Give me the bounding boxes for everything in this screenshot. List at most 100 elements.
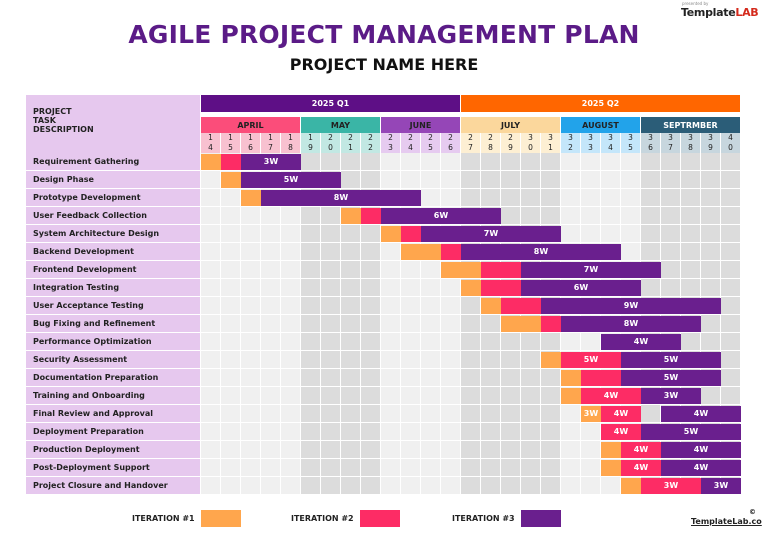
quarter-header: 2025 Q1 bbox=[201, 95, 461, 112]
timeline-cell bbox=[701, 261, 721, 279]
duration-label: 4W bbox=[693, 463, 709, 472]
iteration-3-bar bbox=[241, 172, 341, 188]
timeline-cell bbox=[321, 207, 341, 225]
timeline-cell bbox=[661, 261, 681, 279]
timeline-cell bbox=[401, 405, 421, 423]
iteration-1-bar bbox=[621, 478, 641, 494]
timeline-cell bbox=[321, 441, 341, 459]
duration-label: 5W bbox=[663, 355, 679, 364]
iteration-3-bar bbox=[421, 226, 561, 242]
timeline-cell bbox=[281, 279, 301, 297]
timeline-cell bbox=[401, 297, 421, 315]
timeline-cell bbox=[321, 315, 341, 333]
legend-swatch bbox=[521, 510, 561, 527]
duration-label: 3W bbox=[583, 409, 599, 418]
task-name: Security Assessment bbox=[26, 351, 200, 369]
timeline-cell bbox=[661, 153, 681, 171]
iteration-3-bar bbox=[461, 244, 621, 260]
timeline-cell bbox=[361, 387, 381, 405]
month-header: JULY bbox=[461, 117, 561, 133]
timeline-cell bbox=[381, 279, 401, 297]
iteration-3-bar bbox=[561, 316, 701, 332]
timeline-cell bbox=[201, 171, 221, 189]
timeline-cell bbox=[361, 441, 381, 459]
timeline-cell bbox=[201, 189, 221, 207]
timeline-cell bbox=[721, 171, 741, 189]
timeline-cell bbox=[301, 261, 321, 279]
timeline-cell bbox=[581, 477, 601, 495]
timeline-cell bbox=[481, 405, 501, 423]
timeline-cell bbox=[221, 207, 241, 225]
task-name: Project Closure and Handover bbox=[26, 477, 200, 495]
timeline-cell bbox=[341, 441, 361, 459]
iteration-2-bar bbox=[221, 154, 241, 170]
timeline-cell bbox=[521, 351, 541, 369]
timeline-cell bbox=[261, 243, 281, 261]
timeline-cell bbox=[261, 315, 281, 333]
footer-site-link[interactable]: TemplateLab.co bbox=[691, 517, 762, 526]
timeline-cell bbox=[521, 405, 541, 423]
timeline-cell bbox=[481, 351, 501, 369]
timeline-cell bbox=[241, 333, 261, 351]
legend-swatch bbox=[360, 510, 400, 527]
timeline-cell bbox=[421, 387, 441, 405]
timeline-cell bbox=[341, 477, 361, 495]
task-name: Performance Optimization bbox=[26, 333, 200, 351]
timeline-cell bbox=[281, 225, 301, 243]
duration-label: 5W bbox=[663, 373, 679, 382]
timeline-cell bbox=[221, 423, 241, 441]
timeline-cell bbox=[321, 351, 341, 369]
timeline-cell bbox=[321, 477, 341, 495]
timeline-cell bbox=[381, 243, 401, 261]
timeline-cell bbox=[621, 153, 641, 171]
timeline-cell bbox=[461, 153, 481, 171]
timeline-cell bbox=[361, 225, 381, 243]
timeline-cell bbox=[381, 441, 401, 459]
timeline-cell bbox=[481, 459, 501, 477]
timeline-cell bbox=[321, 333, 341, 351]
task-name: Bug Fixing and Refinement bbox=[26, 315, 200, 333]
timeline-cell bbox=[541, 171, 561, 189]
iteration-2-bar bbox=[361, 208, 381, 224]
timeline-cell bbox=[661, 189, 681, 207]
timeline-cell bbox=[521, 153, 541, 171]
timeline-cell bbox=[201, 279, 221, 297]
timeline-cell bbox=[321, 387, 341, 405]
timeline-cell bbox=[361, 477, 381, 495]
timeline-cell bbox=[341, 351, 361, 369]
timeline-cell bbox=[221, 315, 241, 333]
iteration-3-bar bbox=[521, 262, 661, 278]
timeline-cell bbox=[301, 315, 321, 333]
timeline-cell bbox=[381, 171, 401, 189]
timeline-cell bbox=[681, 279, 701, 297]
timeline-cell bbox=[321, 423, 341, 441]
timeline-cell bbox=[561, 423, 581, 441]
timeline-cell bbox=[241, 405, 261, 423]
timeline-cell bbox=[581, 225, 601, 243]
timeline-cell bbox=[221, 351, 241, 369]
timeline-cell bbox=[401, 333, 421, 351]
timeline-cell bbox=[341, 423, 361, 441]
iteration-3-bar bbox=[241, 154, 301, 170]
duration-label: 4W bbox=[693, 445, 709, 454]
timeline-cell bbox=[421, 279, 441, 297]
timeline-cell bbox=[221, 405, 241, 423]
timeline-cell bbox=[721, 153, 741, 171]
timeline-cell bbox=[361, 333, 381, 351]
timeline-cell bbox=[481, 315, 501, 333]
timeline-cell bbox=[701, 243, 721, 261]
timeline-cell bbox=[401, 459, 421, 477]
timeline-cell bbox=[261, 387, 281, 405]
timeline-cell bbox=[221, 279, 241, 297]
timeline-cell bbox=[281, 351, 301, 369]
timeline-cell bbox=[261, 351, 281, 369]
duration-label: 5W bbox=[683, 427, 699, 436]
timeline-cell bbox=[381, 477, 401, 495]
timeline-cell bbox=[201, 369, 221, 387]
